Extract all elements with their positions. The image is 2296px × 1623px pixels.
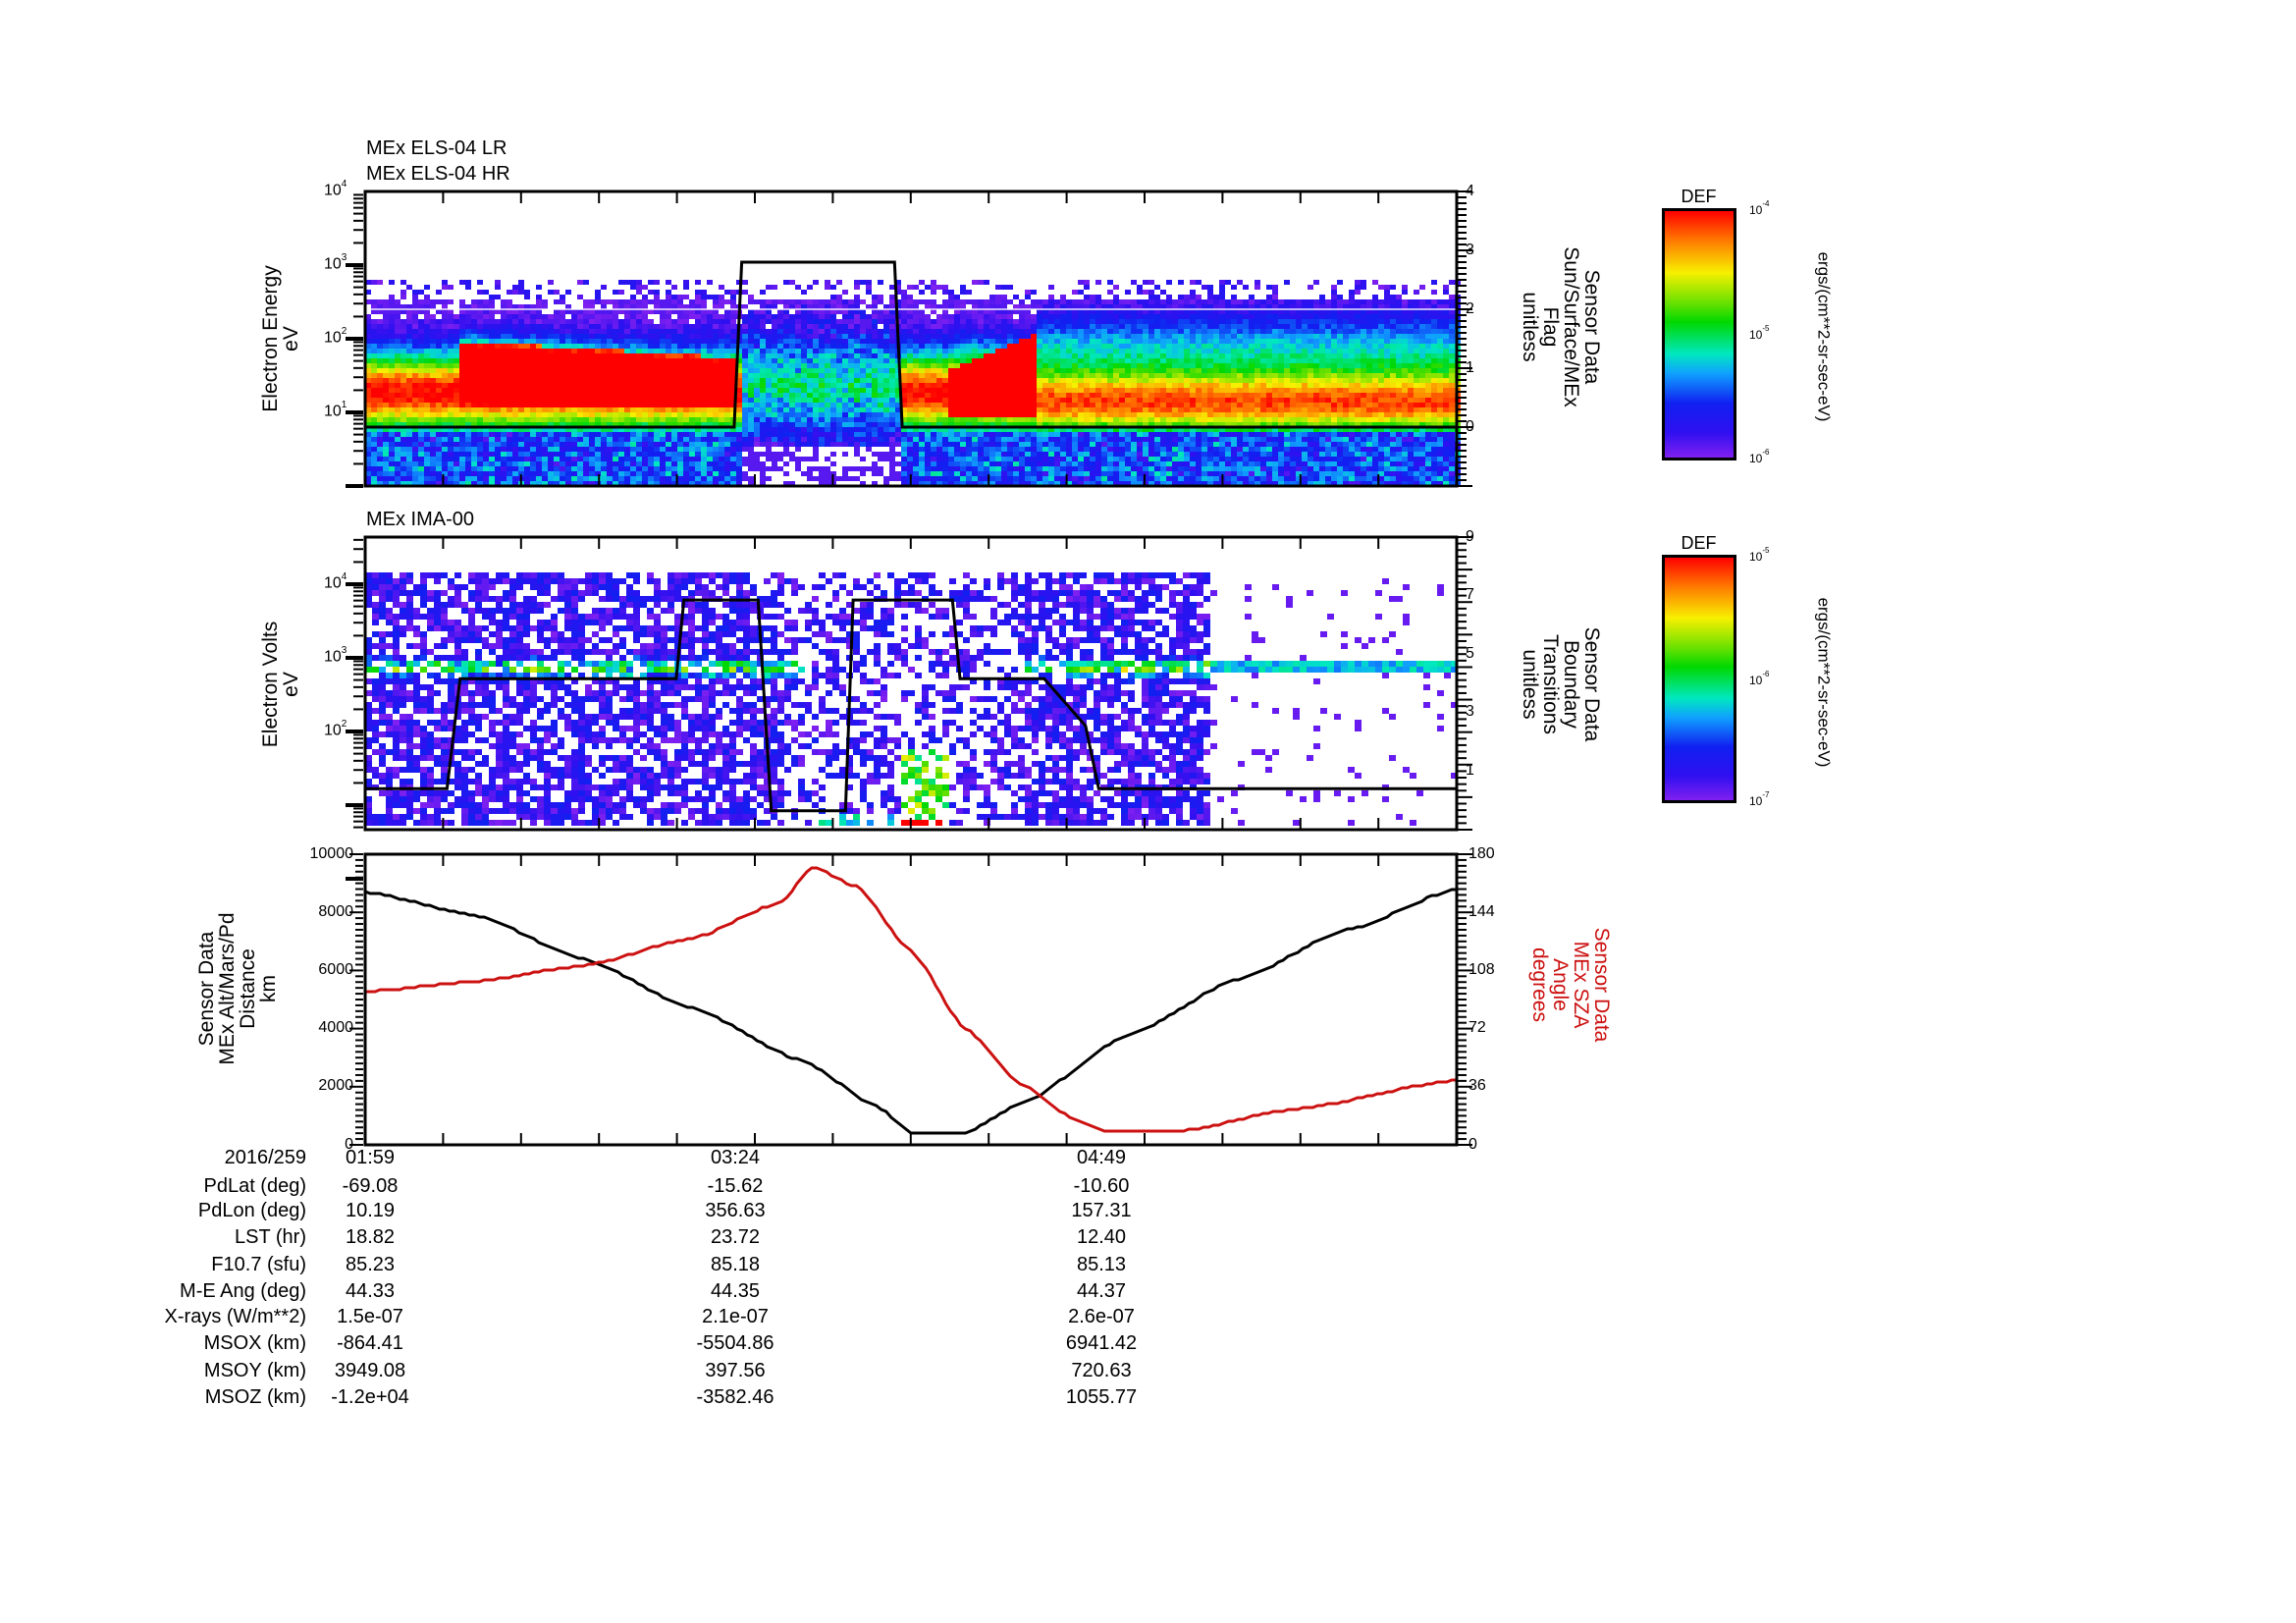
orbit-ytick-6000: 6000 <box>318 961 353 978</box>
ephemeris-value: 356.63 <box>705 1200 766 1221</box>
els-y2tick-2: 2 <box>1466 300 1474 317</box>
ephemeris-value: 3949.08 <box>334 1360 406 1381</box>
ephemeris-value: 6941.42 <box>1065 1332 1138 1354</box>
orbit-y2tick-144: 144 <box>1468 903 1495 920</box>
els-ytick-4: 101 <box>324 400 347 420</box>
ima-colorbar <box>1662 555 1736 803</box>
ima-y2tick-3: 3 <box>1466 703 1474 720</box>
els-title-lr: MEx ELS-04 LR <box>366 137 507 159</box>
orbit-y2tick-0: 0 <box>1468 1136 1477 1153</box>
orbit-ytick-0: 0 <box>345 1136 353 1153</box>
eph-label-me-ang: M-E Ang (deg) <box>180 1280 306 1302</box>
els-title-hr: MEx ELS-04 HR <box>366 163 510 185</box>
ima-title: MEx IMA-00 <box>366 509 475 530</box>
ima-ytick-1: 104 <box>324 571 347 592</box>
eph-label-pdlon: PdLon (deg) <box>197 1200 306 1221</box>
els-right-axis-title: Sensor Data Sun/Surface/MEx Flag unitles… <box>1519 246 1603 407</box>
orbit-y2tick-72: 72 <box>1468 1019 1486 1036</box>
els-left-axis-title: Electron Energy eV <box>259 265 302 412</box>
els-ytick-1: 104 <box>324 179 347 199</box>
ephemeris-value: 85.13 <box>1076 1254 1127 1275</box>
ephemeris-value: 18.82 <box>345 1226 396 1248</box>
ima-ytick-2: 103 <box>324 645 347 666</box>
ima-right-axis-title: Sensor Data Boundary Transitions unitles… <box>1519 626 1603 742</box>
eph-label-date: 2016/259 <box>224 1147 306 1168</box>
ephemeris-value: 2.6e-07 <box>1068 1306 1135 1327</box>
orbit-y2tick-36: 36 <box>1468 1077 1486 1094</box>
eph-label-f107: F10.7 (sfu) <box>211 1254 306 1275</box>
time-tick-label: 04:49 <box>1076 1147 1127 1168</box>
els-y2tick-4: 4 <box>1466 183 1474 199</box>
els-colorbar-tick-max: 10-4 <box>1749 199 1770 217</box>
orbit-ytick-8000: 8000 <box>318 903 353 920</box>
ephemeris-value: 157.31 <box>1071 1200 1132 1221</box>
ephemeris-value: 44.35 <box>710 1280 761 1302</box>
eph-label-msoy: MSOY (km) <box>203 1360 306 1381</box>
eph-label-pdlat: PdLat (deg) <box>203 1175 306 1197</box>
els-spectrogram <box>346 189 1472 488</box>
eph-label-lst: LST (hr) <box>235 1226 306 1248</box>
els-y2tick-3: 3 <box>1466 242 1474 258</box>
time-tick-label: 01:59 <box>345 1147 396 1168</box>
orbit-ytick-2000: 2000 <box>318 1077 353 1094</box>
orbit-line-plot <box>349 852 1472 1147</box>
ephemeris-value: 2.1e-07 <box>702 1306 769 1327</box>
ima-colorbar-tick-min: 10-7 <box>1749 790 1770 808</box>
orbit-ytick-4000: 4000 <box>318 1019 353 1036</box>
eph-label-msoz: MSOZ (km) <box>204 1386 306 1408</box>
els-y2tick-1: 1 <box>1466 359 1474 376</box>
ima-colorbar-tick-mid: 10-6 <box>1749 670 1770 687</box>
ephemeris-value: 397.56 <box>705 1360 766 1381</box>
els-colorbar-tick-min: 10-6 <box>1749 448 1770 465</box>
els-ytick-2: 103 <box>324 252 347 273</box>
orbit-right-axis-title: Sensor Data MEx SZA Angle degrees <box>1528 927 1613 1043</box>
els-colorbar <box>1662 208 1736 460</box>
ephemeris-value: -864.41 <box>337 1332 403 1354</box>
ephemeris-value: -10.60 <box>1073 1175 1130 1197</box>
ima-left-axis-title: Electron Volts eV <box>259 621 302 748</box>
ephemeris-value: 85.18 <box>710 1254 761 1275</box>
orbit-left-axis-title: Sensor Data MEx Alt/Mars/Pd Distance km <box>195 912 280 1065</box>
ephemeris-value: -15.62 <box>707 1175 764 1197</box>
ephemeris-value: -5504.86 <box>696 1332 774 1354</box>
ephemeris-value: 44.33 <box>345 1280 396 1302</box>
ima-colorbar-title: DEF <box>1681 533 1717 553</box>
ephemeris-value: 720.63 <box>1071 1360 1132 1381</box>
ephemeris-value: -1.2e+04 <box>331 1386 409 1408</box>
ima-y2tick-9: 9 <box>1466 528 1474 545</box>
ima-colorbar-tick-max: 10-5 <box>1749 546 1770 564</box>
ephemeris-value: 23.72 <box>710 1226 761 1248</box>
ephemeris-value: -69.08 <box>342 1175 399 1197</box>
ima-y2tick-1: 1 <box>1466 762 1474 779</box>
ima-ytick-3: 102 <box>324 719 347 739</box>
ima-colorbar-units: ergs/(cm**2-sr-sec-eV) <box>1814 597 1834 768</box>
els-colorbar-title: DEF <box>1681 187 1717 206</box>
ephemeris-value: 12.40 <box>1076 1226 1127 1248</box>
ephemeris-value: 10.19 <box>345 1200 396 1221</box>
orbit-y2tick-180: 180 <box>1468 845 1495 862</box>
ephemeris-value: 85.23 <box>345 1254 396 1275</box>
els-y2tick-0: 0 <box>1466 418 1474 435</box>
ephemeris-value: 44.37 <box>1076 1280 1127 1302</box>
ima-y2tick-5: 5 <box>1466 645 1474 662</box>
ephemeris-value: 1055.77 <box>1065 1386 1138 1408</box>
ima-spectrogram <box>346 535 1472 881</box>
els-colorbar-tick-mid: 10-5 <box>1749 324 1770 342</box>
ephemeris-value: 1.5e-07 <box>337 1306 403 1327</box>
eph-label-msox: MSOX (km) <box>203 1332 306 1354</box>
time-tick-label: 03:24 <box>710 1147 761 1168</box>
ima-y2tick-7: 7 <box>1466 586 1474 603</box>
ephemeris-value: -3582.46 <box>696 1386 774 1408</box>
orbit-ytick-10000: 10000 <box>309 845 354 862</box>
orbit-y2tick-108: 108 <box>1468 961 1495 978</box>
els-colorbar-units: ergs/(cm**2-sr-sec-eV) <box>1814 251 1834 422</box>
eph-label-xrays: X-rays (W/m**2) <box>164 1306 306 1327</box>
els-ytick-3: 102 <box>324 326 347 347</box>
